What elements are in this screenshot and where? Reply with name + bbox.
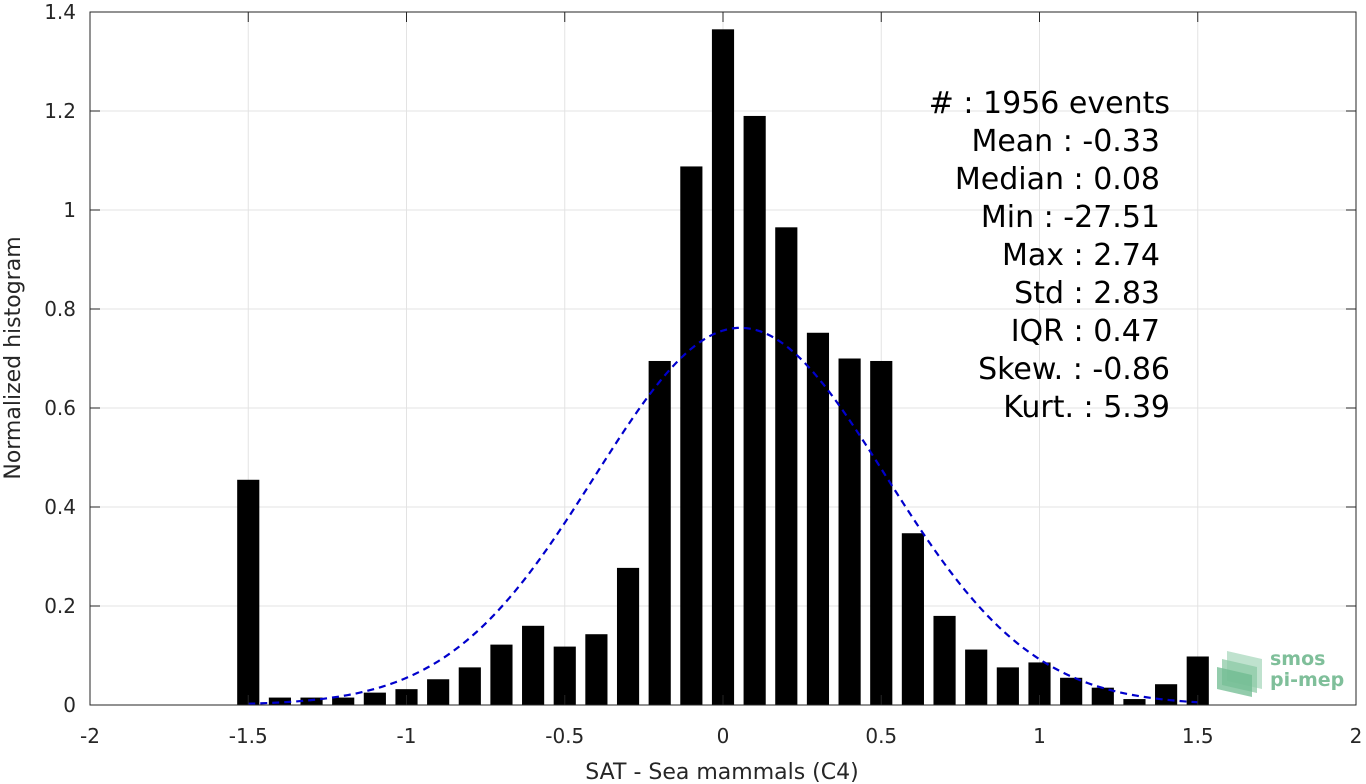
stat-annotation: Skew. : -0.86 xyxy=(978,352,1170,387)
stat-annotation: Median : 0.08 xyxy=(955,162,1160,197)
y-tick-label: 0.2 xyxy=(44,594,76,618)
histogram-bar xyxy=(616,567,640,705)
histogram-bar xyxy=(300,697,323,705)
x-tick-label: -1 xyxy=(397,724,417,748)
histogram-bar xyxy=(553,646,576,705)
histogram-bar xyxy=(680,166,703,705)
stat-annotation: IQR : 0.47 xyxy=(1011,314,1160,349)
histogram-bar xyxy=(268,697,291,705)
logo-text-pi-mep: pi-mep xyxy=(1270,669,1344,691)
x-tick-labels: -2 -1.5 -1 -0.5 0 0.5 1 1.5 2 xyxy=(80,724,1362,748)
y-tick-label: 0 xyxy=(63,693,76,717)
histogram-bar xyxy=(806,332,830,705)
histogram-bar xyxy=(1155,684,1178,705)
x-tick-label: -0.5 xyxy=(545,724,584,748)
histogram-bar xyxy=(743,115,766,705)
histogram-bar xyxy=(1028,662,1051,705)
logo-mark-icon xyxy=(1217,651,1262,697)
x-tick-label: -2 xyxy=(80,724,100,748)
histogram-bar xyxy=(648,360,671,705)
histogram-bar xyxy=(838,358,861,705)
histogram-bar xyxy=(933,615,956,705)
gaussian-fit-curve xyxy=(248,326,1198,705)
histogram-bar xyxy=(996,667,1019,705)
histogram-bar xyxy=(1186,656,1209,705)
x-tick-label: 1 xyxy=(1033,724,1046,748)
y-tick-label: 0.6 xyxy=(44,396,76,420)
y-tick-label: 1.2 xyxy=(44,99,76,123)
y-tick-label: 0.8 xyxy=(44,297,76,321)
histogram-bar xyxy=(870,360,893,705)
histogram-bar xyxy=(237,479,260,705)
stat-annotation: Min : -27.51 xyxy=(981,200,1160,235)
x-axis-label: SAT - Sea mammals (C4) xyxy=(585,760,858,784)
y-tick-label: 1 xyxy=(63,198,76,222)
stat-annotation: Max : 2.74 xyxy=(1002,238,1160,273)
histogram-bar xyxy=(363,692,386,705)
axis-ticks xyxy=(89,11,1357,706)
x-tick-label: 0 xyxy=(717,724,730,748)
stat-annotation: Mean : -0.33 xyxy=(971,124,1160,159)
y-tick-label: 0.4 xyxy=(44,495,76,519)
histogram-bar xyxy=(1123,699,1146,705)
histogram-bar xyxy=(585,634,608,705)
histogram-bar xyxy=(711,29,735,705)
y-tick-labels: 0 0.2 0.4 0.6 0.8 1 1.2 1.4 xyxy=(44,0,76,717)
histogram-bars xyxy=(237,29,1209,705)
logo-text-smos: smos xyxy=(1270,648,1325,670)
histogram-bar xyxy=(490,644,513,705)
histogram-bar xyxy=(427,679,450,705)
histogram-bar xyxy=(965,649,988,705)
histogram-bar xyxy=(1060,677,1083,705)
histogram-bar xyxy=(332,697,355,705)
x-tick-label: 0.5 xyxy=(865,724,897,748)
histogram-bar xyxy=(775,227,798,705)
x-tick-label: -1.5 xyxy=(229,724,268,748)
stat-annotation: Std : 2.83 xyxy=(1014,276,1160,311)
y-tick-label: 1.4 xyxy=(44,0,76,24)
histogram-bar xyxy=(901,533,924,705)
histogram-bar xyxy=(458,667,481,705)
histogram-bar xyxy=(1091,687,1114,705)
x-tick-label: 1.5 xyxy=(1182,724,1214,748)
smos-pi-mep-logo: smos pi-mep xyxy=(1217,648,1344,697)
y-axis-label: Normalized histogram xyxy=(1,236,26,479)
stat-annotation: Kurt. : 5.39 xyxy=(1003,390,1170,425)
x-tick-label: 2 xyxy=(1350,724,1363,748)
stat-annotation: # : 1956 events xyxy=(929,86,1170,121)
histogram-bar xyxy=(522,625,545,705)
